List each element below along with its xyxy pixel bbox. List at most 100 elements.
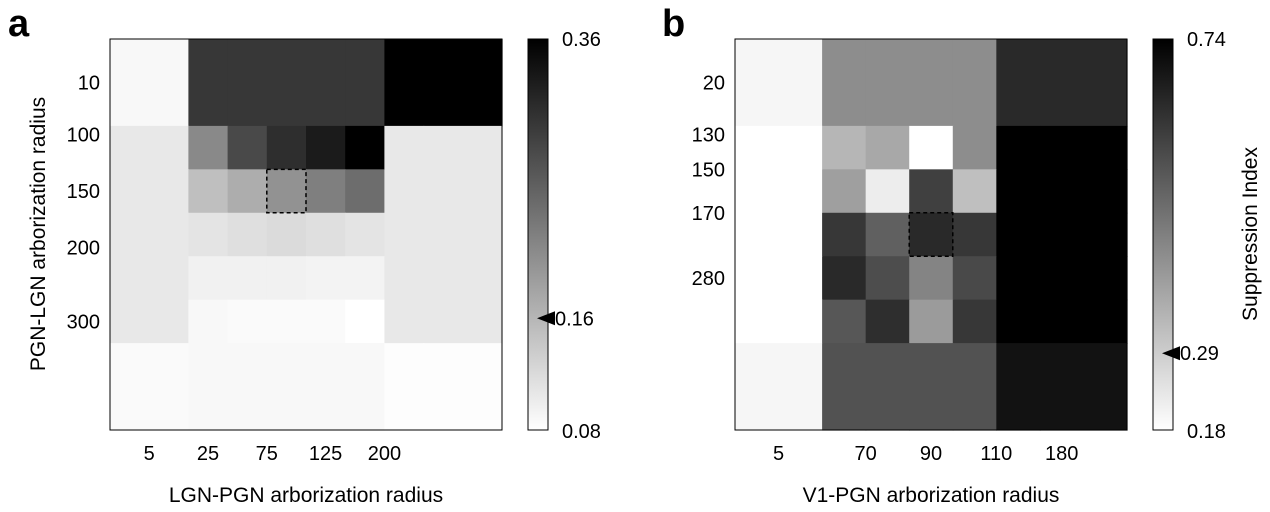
heatmap-cell	[822, 212, 867, 257]
colorbar-max-label-b: 0.74	[1187, 29, 1226, 51]
heatmap-cell	[227, 212, 268, 257]
heatmap-cell	[188, 212, 229, 257]
y-tick-label: 300	[67, 311, 100, 333]
heatmap-cell	[188, 169, 229, 214]
heatmap-cell	[227, 299, 268, 344]
heatmap-cell	[423, 169, 503, 214]
heatmap-cell	[306, 343, 346, 431]
colorbar-min-label-a: 0.08	[562, 421, 601, 443]
heatmap-cell	[996, 343, 1041, 431]
heatmap-cell	[996, 169, 1041, 214]
heatmap-cell	[149, 169, 189, 214]
heatmap-cell	[909, 125, 954, 170]
heatmap-cell	[909, 299, 954, 344]
plot-frame-a	[109, 38, 503, 431]
heatmap-cell	[188, 343, 229, 431]
heatmap-cell	[909, 256, 954, 301]
heatmap-cell	[1039, 299, 1128, 344]
heatmap-cell	[266, 212, 307, 257]
heatmap-cell	[822, 299, 867, 344]
heatmap-cell	[227, 169, 268, 214]
heatmap-cell	[822, 39, 867, 127]
heatmap-cells-b	[735, 39, 1128, 431]
colorbar-min-label-b: 0.18	[1187, 421, 1226, 443]
heatmap-cell	[952, 256, 997, 301]
heatmap-cell	[1039, 343, 1128, 431]
heatmap-cell	[345, 39, 385, 127]
heatmap-cell	[306, 212, 346, 257]
y-tick-labels-a: 10 100 150 200 300	[67, 72, 100, 333]
heatmap-cell	[822, 256, 867, 301]
heatmap-cell	[227, 39, 268, 127]
heatmap-cell	[735, 299, 823, 344]
heatmap-cell	[735, 125, 823, 170]
heatmap-cell	[345, 169, 385, 214]
heatmap-cell	[822, 169, 867, 214]
highlight-box	[266, 168, 307, 214]
x-tick-label: 180	[1045, 443, 1078, 465]
heatmap-cell	[345, 256, 385, 301]
heatmap-cell	[865, 125, 910, 170]
heatmap-cell	[110, 39, 150, 127]
heatmap-cell	[266, 39, 307, 127]
heatmap-cell	[110, 125, 150, 170]
heatmap-cell	[996, 212, 1041, 257]
x-tick-label: 125	[309, 443, 342, 465]
heatmap-cell	[110, 256, 150, 301]
y-tick-label: 170	[692, 203, 725, 225]
heatmap-cell	[227, 125, 268, 170]
colorbar-marker-label-a: 0.16	[555, 308, 594, 330]
heatmap-cell	[423, 125, 503, 170]
y-tick-label: 130	[692, 125, 725, 147]
heatmap-cell	[149, 125, 189, 170]
heatmap-cell	[952, 343, 997, 431]
heatmap-cell	[996, 125, 1041, 170]
heatmap-cell	[188, 125, 229, 170]
colorbar-max-label-a: 0.36	[562, 29, 601, 51]
x-tick-label: 5	[773, 443, 784, 465]
y-tick-label: 100	[67, 125, 100, 147]
heatmap-cell	[266, 299, 307, 344]
x-tick-label: 25	[197, 443, 219, 465]
panel-b: b 5 70 90 110 180 20 130 150 170 280 V1-PGN arbo…	[662, 3, 1262, 507]
x-tick-label: 75	[256, 443, 278, 465]
heatmap-cell	[266, 125, 307, 170]
heatmap-cell	[735, 169, 823, 214]
heatmap-cell	[306, 256, 346, 301]
heatmap-cell	[188, 299, 229, 344]
heatmap-cell	[384, 169, 425, 214]
heatmap-cell	[345, 125, 385, 170]
heatmap-cell	[865, 299, 910, 344]
heatmap-cell	[306, 125, 346, 170]
heatmap-cell	[952, 39, 997, 127]
heatmap-cell	[735, 343, 823, 431]
heatmap-cell	[306, 39, 346, 127]
x-tick-label: 70	[855, 443, 877, 465]
heatmap-cell	[865, 343, 910, 431]
heatmap-cell	[735, 212, 823, 257]
heatmap-cell	[865, 39, 910, 127]
heatmap-cell	[423, 212, 503, 257]
heatmap-cell	[423, 256, 503, 301]
heatmap-cell	[306, 169, 346, 214]
heatmap-cell	[384, 212, 425, 257]
colorbar-b	[1152, 38, 1174, 431]
heatmap-cell	[735, 256, 823, 301]
heatmap-cell	[306, 299, 346, 344]
heatmap-cell	[952, 169, 997, 214]
heatmap-cell	[1039, 125, 1128, 170]
panel-label-b: b	[662, 3, 685, 45]
heatmap-cell	[423, 343, 503, 431]
heatmap-cell	[822, 125, 867, 170]
y-tick-label: 20	[703, 72, 725, 94]
colorbar-label-b: Suppression Index	[1239, 147, 1262, 321]
heatmap-cell	[1039, 169, 1128, 214]
plot-frame-b	[734, 38, 1128, 431]
panel-a: a 5 25 75 125 200 10 100 150 200 300 LGN-PGN arb…	[8, 3, 601, 507]
heatmap-cell	[149, 39, 189, 127]
y-tick-label: 150	[67, 181, 100, 203]
heatmap-cell	[345, 212, 385, 257]
heatmap-cell	[266, 343, 307, 431]
heatmap-cell	[110, 299, 150, 344]
